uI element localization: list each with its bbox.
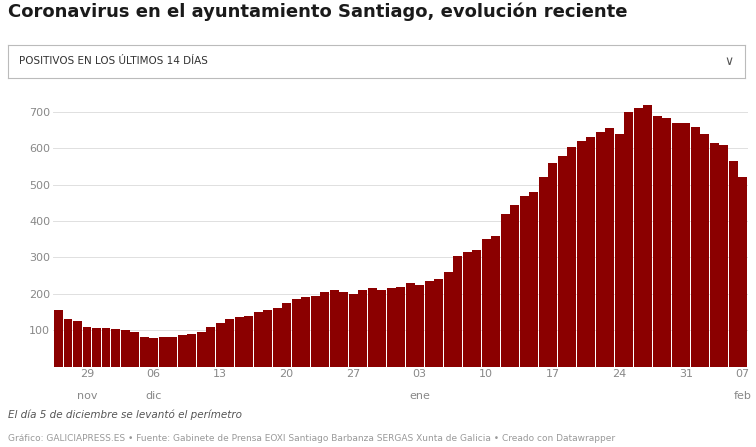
Bar xyxy=(149,338,158,367)
Bar xyxy=(92,328,101,367)
Bar xyxy=(529,192,538,367)
Bar xyxy=(643,105,652,367)
Bar xyxy=(615,134,624,367)
Bar xyxy=(254,312,262,367)
Bar xyxy=(121,330,129,367)
Bar xyxy=(159,337,168,367)
Bar xyxy=(577,141,586,367)
Bar xyxy=(225,319,234,367)
Bar xyxy=(273,308,281,367)
Bar xyxy=(187,334,196,367)
Text: ∨: ∨ xyxy=(724,55,733,68)
Bar xyxy=(263,310,272,367)
Bar xyxy=(720,145,728,367)
Bar xyxy=(321,292,329,367)
Bar xyxy=(73,321,82,367)
Bar xyxy=(215,323,225,367)
Bar xyxy=(739,177,747,367)
Bar xyxy=(653,116,662,367)
Bar xyxy=(396,287,405,367)
Bar xyxy=(130,332,139,367)
Text: ene: ene xyxy=(409,391,430,401)
Text: feb: feb xyxy=(734,391,751,401)
Bar xyxy=(330,290,339,367)
Bar xyxy=(596,132,605,367)
Bar xyxy=(358,290,367,367)
Bar xyxy=(349,294,358,367)
Text: POSITIVOS EN LOS ÚLTIMOS 14 DÍAS: POSITIVOS EN LOS ÚLTIMOS 14 DÍAS xyxy=(19,56,207,67)
Bar xyxy=(539,177,547,367)
Bar xyxy=(425,281,433,367)
Bar xyxy=(282,303,291,367)
Bar xyxy=(548,163,557,367)
Bar xyxy=(406,283,414,367)
Bar xyxy=(681,123,690,367)
Bar xyxy=(140,337,148,367)
Bar xyxy=(710,143,719,367)
Bar xyxy=(82,327,91,367)
Bar xyxy=(510,205,519,367)
Bar xyxy=(434,279,443,367)
Bar xyxy=(729,161,738,367)
Bar xyxy=(54,310,63,367)
Bar xyxy=(672,123,680,367)
Bar xyxy=(311,295,320,367)
Text: nov: nov xyxy=(77,391,98,401)
Bar xyxy=(415,285,424,367)
Bar xyxy=(520,196,528,367)
Text: dic: dic xyxy=(145,391,162,401)
Text: Coronavirus en el ayuntamiento Santiago, evolución reciente: Coronavirus en el ayuntamiento Santiago,… xyxy=(8,2,627,21)
Bar xyxy=(368,288,376,367)
Bar xyxy=(624,112,633,367)
Bar xyxy=(235,317,243,367)
Bar xyxy=(339,292,348,367)
Bar xyxy=(178,334,187,367)
Bar xyxy=(558,156,566,367)
Bar xyxy=(387,288,395,367)
Bar xyxy=(292,299,301,367)
Bar xyxy=(587,138,595,367)
Bar xyxy=(302,297,310,367)
Bar xyxy=(169,337,177,367)
Bar xyxy=(102,329,110,367)
Bar xyxy=(197,332,206,367)
Bar xyxy=(482,239,491,367)
Bar xyxy=(491,236,500,367)
Bar xyxy=(111,329,120,367)
Bar xyxy=(472,250,481,367)
Bar xyxy=(444,272,453,367)
Bar xyxy=(606,128,614,367)
Bar xyxy=(244,316,253,367)
Bar xyxy=(463,252,472,367)
Bar xyxy=(377,290,386,367)
Bar xyxy=(691,127,699,367)
Text: El día 5 de diciembre se levantó el perímetro: El día 5 de diciembre se levantó el perí… xyxy=(8,409,242,419)
Bar xyxy=(567,147,576,367)
Bar xyxy=(700,134,709,367)
Text: Gráfico: GALICIAPRESS.ES • Fuente: Gabinete de Prensa EOXI Santiago Barbanza SER: Gráfico: GALICIAPRESS.ES • Fuente: Gabin… xyxy=(8,434,615,443)
Bar xyxy=(64,319,73,367)
Bar xyxy=(206,327,215,367)
Bar xyxy=(634,109,643,367)
Bar xyxy=(662,118,671,367)
Bar xyxy=(500,214,510,367)
Bar xyxy=(454,256,462,367)
